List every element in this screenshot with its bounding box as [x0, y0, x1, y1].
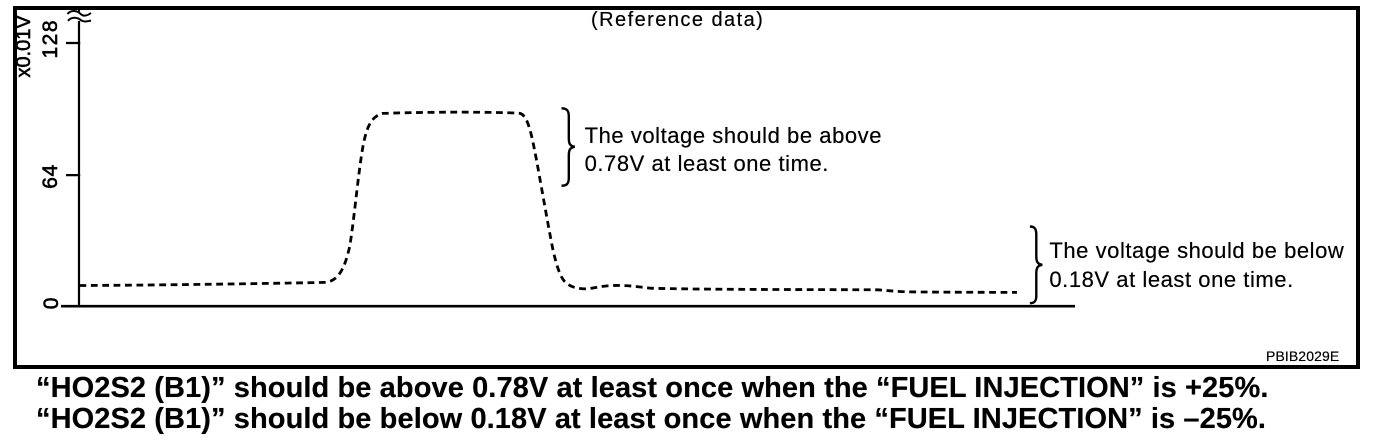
- svg-text:0: 0: [40, 298, 63, 310]
- svg-text:128: 128: [39, 19, 62, 59]
- svg-text:x0.01V: x0.01V: [13, 15, 35, 78]
- svg-text:64: 64: [39, 164, 62, 189]
